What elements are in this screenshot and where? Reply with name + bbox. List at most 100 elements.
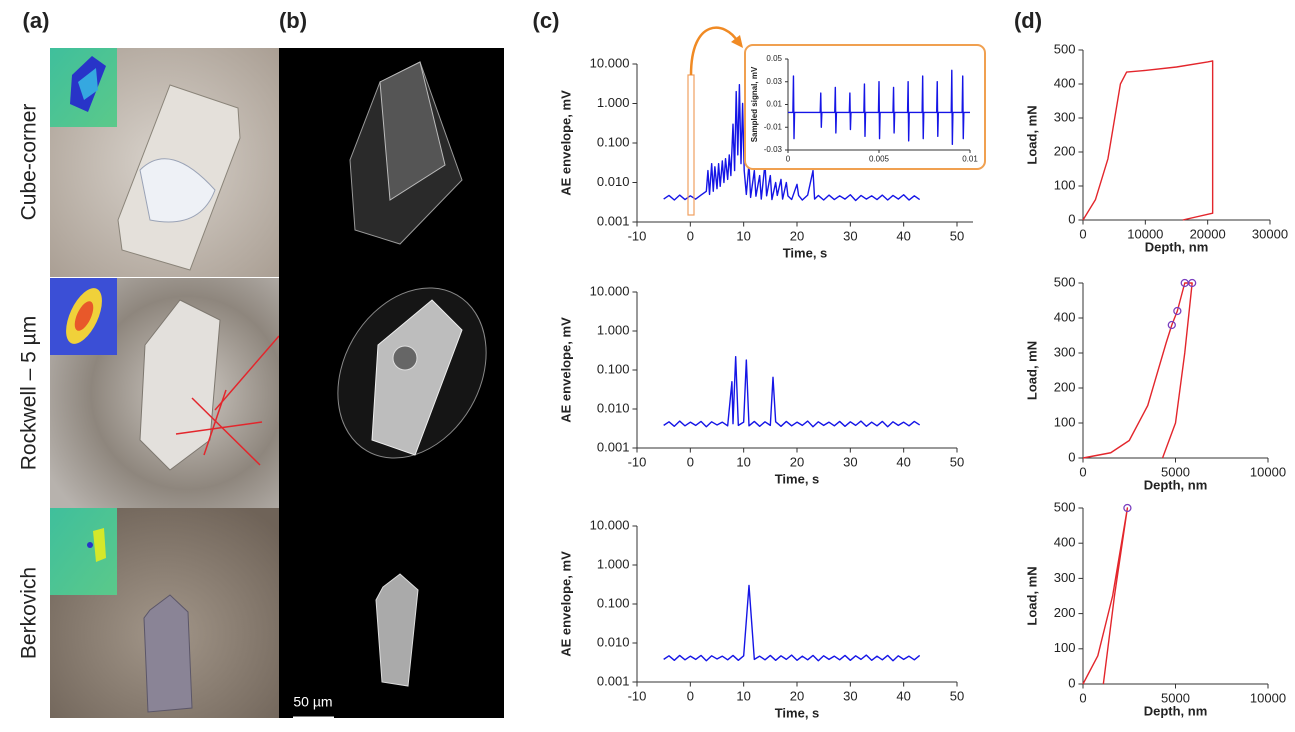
- panel-label: (b): [279, 8, 307, 33]
- x-tick-label: 5000: [1161, 690, 1190, 705]
- y-tick-label: 100: [1054, 640, 1076, 655]
- y-tick-label: 10.000: [590, 283, 630, 298]
- row-label: Berkovich: [18, 567, 41, 659]
- x-tick-label: 0: [687, 454, 694, 469]
- x-tick-label: 50: [950, 228, 964, 243]
- y-tick-label: 300: [1054, 109, 1076, 124]
- scale-bar-label: 50 µm: [293, 694, 332, 710]
- y-tick-label: 1.000: [597, 95, 630, 110]
- y-axis-title: Load, mN: [1024, 341, 1039, 400]
- x-axis-title: Depth, nm: [1144, 703, 1208, 718]
- y-tick-label: 0.05: [766, 54, 782, 63]
- x-tick-label: 50: [950, 454, 964, 469]
- x-tick-label: 20: [790, 688, 804, 703]
- x-tick-label: 0: [1079, 690, 1086, 705]
- zoom-window: [687, 74, 695, 216]
- y-tick-label: 10.000: [590, 517, 630, 532]
- x-tick-label: 20: [790, 228, 804, 243]
- x-tick-label: 10: [736, 454, 750, 469]
- sem-panel-b: 50 µm: [279, 48, 504, 720]
- x-tick-label: 0: [687, 228, 694, 243]
- x-axis-title: Depth, nm: [1145, 239, 1209, 254]
- y-tick-label: 0.03: [766, 77, 782, 86]
- data-line: [663, 355, 921, 428]
- y-tick-label: 1.000: [597, 556, 630, 571]
- x-tick-label: 40: [896, 454, 910, 469]
- row-label: Cube-corner: [18, 104, 41, 221]
- y-tick-label: 0.010: [597, 634, 630, 649]
- x-tick-label: 40: [896, 228, 910, 243]
- arrow-head: [731, 35, 743, 48]
- data-line: [788, 69, 970, 146]
- chart: 0.001 0.010 0.100 1.000 10.000 -10 0 10 20 30 40 50…: [558, 517, 964, 720]
- inset-chart: -0.03 -0.01 0.01 0.03 0.05 0 0.005 0.01 Sampled …: [750, 54, 978, 163]
- y-tick-label: -0.03: [764, 145, 783, 154]
- y-tick-label: 0: [1068, 449, 1075, 464]
- y-axis-title: AE envelope, mV: [558, 551, 573, 657]
- panel-label: (a): [23, 8, 50, 33]
- x-tick-label: 30: [843, 688, 857, 703]
- y-tick-label: 0: [1068, 675, 1075, 690]
- x-tick-label: 0.01: [962, 155, 978, 164]
- y-tick-label: 0.01: [766, 100, 782, 109]
- y-tick-label: 400: [1054, 75, 1076, 90]
- y-tick-label: 0.010: [597, 400, 630, 415]
- x-tick-label: 0: [1079, 464, 1086, 479]
- x-tick-label: 10: [736, 688, 750, 703]
- y-tick-label: 0.100: [597, 134, 630, 149]
- x-tick-label: 20000: [1190, 226, 1226, 241]
- x-axis-title: Time, s: [775, 471, 820, 486]
- y-axis-title: AE envelope, mV: [558, 90, 573, 196]
- x-axis-title: Time, s: [783, 245, 828, 260]
- y-axis-title: AE envelope, mV: [558, 317, 573, 423]
- y-tick-label: -0.01: [764, 122, 783, 131]
- data-point: [1123, 503, 1132, 513]
- x-tick-label: 5000: [1161, 464, 1190, 479]
- row-label: Rockwell – 5 µm: [18, 316, 41, 470]
- x-tick-label: 30000: [1252, 226, 1288, 241]
- x-tick-label: 0: [687, 688, 694, 703]
- x-tick-label: 0: [786, 155, 791, 164]
- x-tick-label: 0.005: [869, 155, 890, 164]
- y-tick-label: 10.000: [590, 55, 630, 70]
- data-point: [1173, 306, 1182, 316]
- y-tick-label: 0: [1068, 211, 1075, 226]
- x-tick-label: -10: [628, 228, 647, 243]
- y-axis-title: Load, mN: [1024, 566, 1039, 625]
- x-tick-label: 40: [896, 688, 910, 703]
- data-line: [663, 83, 921, 202]
- y-tick-label: 0.100: [597, 595, 630, 610]
- data-point: [1167, 320, 1176, 330]
- y-tick-label: 0.001: [597, 213, 630, 228]
- x-tick-label: -10: [628, 688, 647, 703]
- x-tick-label: 30: [843, 454, 857, 469]
- zoom-arrow: [689, 26, 740, 76]
- y-axis-title: Sampled signal, mV: [750, 66, 759, 142]
- x-tick-label: 10000: [1250, 690, 1286, 705]
- y-tick-label: 1.000: [597, 322, 630, 337]
- x-tick-label: 50: [950, 688, 964, 703]
- y-tick-label: 0.010: [597, 174, 630, 189]
- y-tick-label: 100: [1054, 177, 1076, 192]
- y-tick-label: 100: [1054, 414, 1076, 429]
- y-tick-label: 200: [1054, 605, 1076, 620]
- y-tick-label: 500: [1054, 41, 1076, 56]
- photo-panel-a: [50, 48, 280, 718]
- y-tick-label: 0.001: [597, 439, 630, 454]
- y-tick-label: 400: [1054, 535, 1076, 550]
- panel-label: (c): [533, 8, 560, 33]
- y-tick-label: 200: [1054, 379, 1076, 394]
- panel-label: (d): [1014, 8, 1042, 33]
- y-tick-label: 300: [1054, 570, 1076, 585]
- x-tick-label: 20: [790, 454, 804, 469]
- data-point: [1188, 278, 1197, 288]
- data-line: [663, 584, 921, 662]
- y-tick-label: 0.001: [597, 673, 630, 688]
- y-axis-title: Load, mN: [1024, 105, 1039, 164]
- y-tick-label: 0.100: [597, 361, 630, 376]
- y-tick-label: 500: [1054, 274, 1076, 289]
